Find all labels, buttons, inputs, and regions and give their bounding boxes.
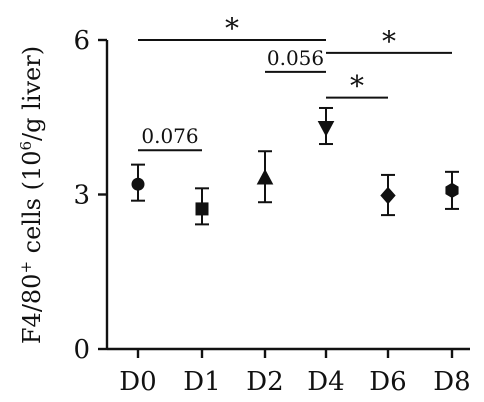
x-tick-label: D0 xyxy=(119,367,156,397)
y-axis-label: F4/80+ cells (106/g liver) xyxy=(17,46,46,344)
x-tick-label: D1 xyxy=(183,367,220,397)
annotation-label: 0.056 xyxy=(267,46,324,70)
hexagon-marker xyxy=(445,182,459,198)
y-axis-ticks: 0 3 6 xyxy=(73,26,107,365)
y-label-superscript: 6 xyxy=(17,141,35,151)
data-point-d4 xyxy=(317,106,335,146)
x-tick-label: D6 xyxy=(369,367,406,397)
triangle-up-marker xyxy=(256,168,274,185)
data-points xyxy=(131,106,459,226)
significance-annotations: 0.076 * 0.056 * * xyxy=(138,12,452,152)
annotation-label: * xyxy=(382,25,396,58)
y-tick-label: 3 xyxy=(73,181,90,211)
x-tick-label: D8 xyxy=(433,367,470,397)
y-label-part: cells (10 xyxy=(18,150,46,260)
annotation-label: 0.076 xyxy=(141,124,198,148)
y-tick-label: 6 xyxy=(73,26,90,56)
y-tick-label: 0 xyxy=(73,335,90,365)
diamond-marker xyxy=(380,186,396,205)
data-point-d1 xyxy=(195,187,209,226)
data-point-d8 xyxy=(445,170,459,210)
data-point-d6 xyxy=(380,173,396,217)
data-point-d2 xyxy=(256,150,274,204)
y-label-part: /g liver) xyxy=(18,46,46,141)
annotation-label: * xyxy=(350,70,364,103)
circle-marker xyxy=(131,177,145,191)
y-label-part: F4/80 xyxy=(18,274,46,345)
triangle-down-marker xyxy=(317,121,335,137)
annotation-label: * xyxy=(225,12,239,45)
x-tick-label: D2 xyxy=(246,367,283,397)
x-tick-label: D4 xyxy=(307,367,344,397)
y-label-superscript: + xyxy=(17,261,35,274)
square-marker xyxy=(195,202,209,216)
x-axis-ticks: D0 D1 D2 D4 D6 D8 xyxy=(119,349,471,397)
data-point-d0 xyxy=(131,163,145,202)
